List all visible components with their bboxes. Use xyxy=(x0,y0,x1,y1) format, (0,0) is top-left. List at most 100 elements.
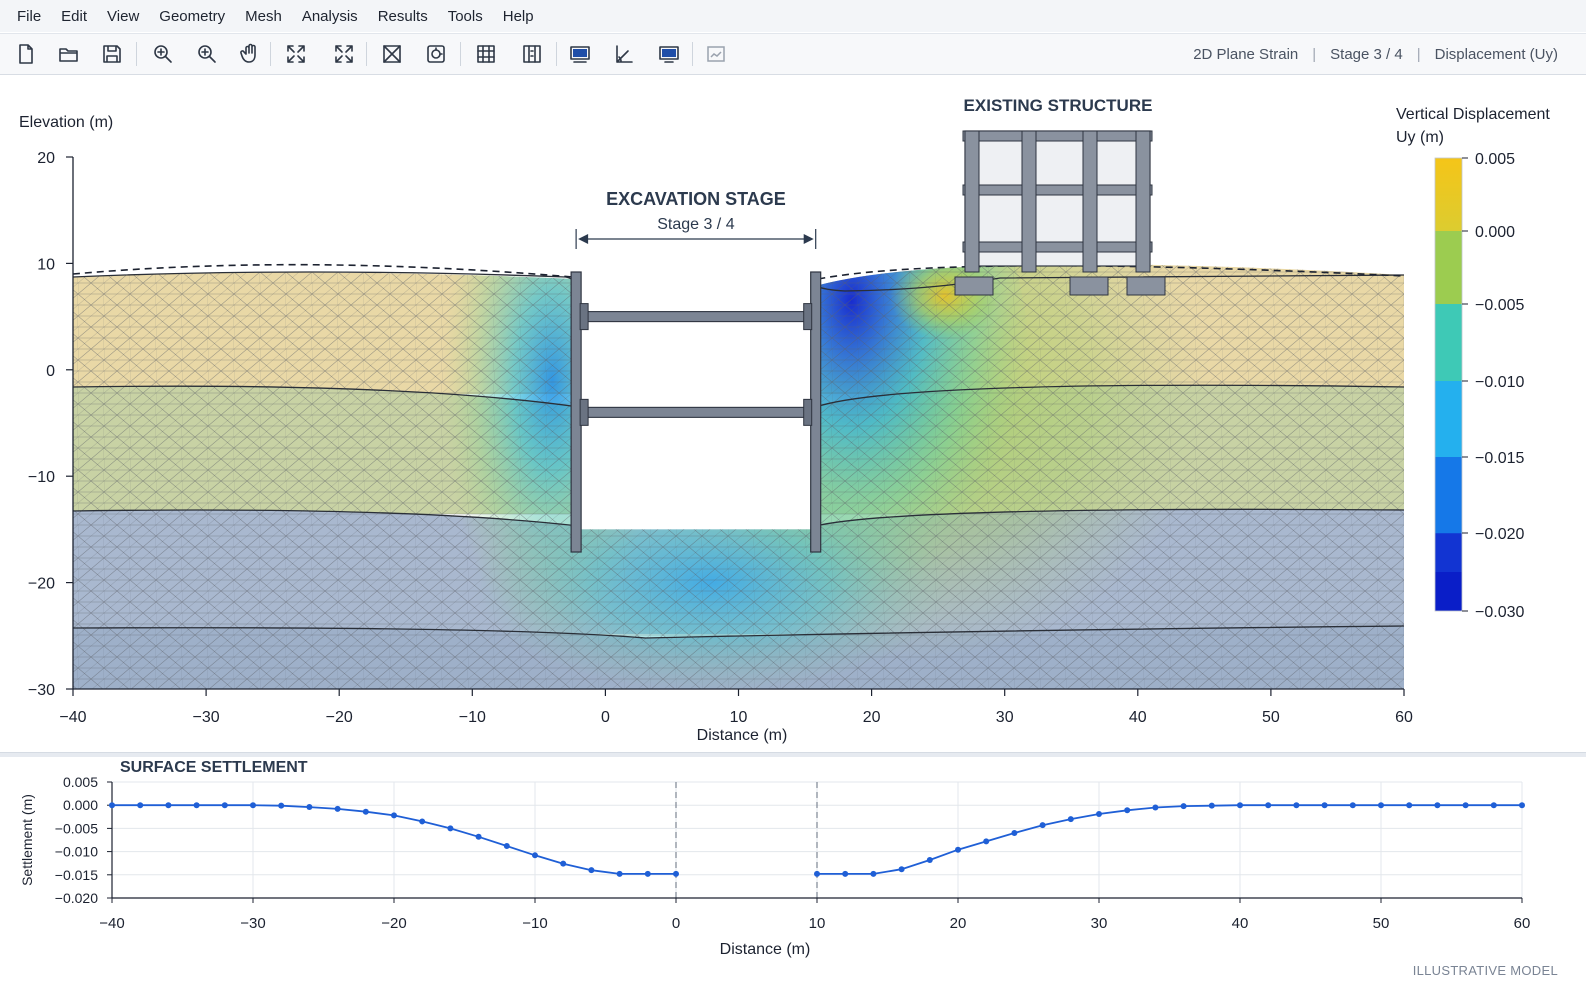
layer-boundary xyxy=(815,508,1405,527)
fit-view-icon[interactable] xyxy=(282,41,310,67)
layer-boundary xyxy=(72,509,579,527)
x-tick-label: −40 xyxy=(59,709,86,726)
zoom-in-icon[interactable] xyxy=(193,41,221,67)
x-tick-label: 10 xyxy=(730,709,748,726)
settlement-point xyxy=(616,870,623,877)
settlement-point xyxy=(221,802,228,809)
grid-view-icon[interactable] xyxy=(472,41,500,67)
x-tick-label: 60 xyxy=(1395,709,1413,726)
monitor-icon[interactable] xyxy=(566,41,594,67)
settlement-x-tick-label: −40 xyxy=(99,915,124,932)
toolbar-separator xyxy=(692,42,693,66)
settlement-x-tick-label: 10 xyxy=(809,915,826,932)
settlement-x-tick-label: 40 xyxy=(1232,915,1249,932)
settlement-point xyxy=(1237,802,1243,809)
status-readout: 2D Plane Strain | Stage 3 / 4 | Displace… xyxy=(1193,34,1558,74)
settlement-point xyxy=(842,870,849,877)
structure-beam xyxy=(962,130,1153,142)
settlement-x-tick-label: 30 xyxy=(1091,915,1108,932)
settlement-point xyxy=(1124,807,1131,814)
toolbar-separator xyxy=(366,42,367,66)
menu-edit[interactable]: Edit xyxy=(61,7,88,25)
settlement-x-tick-label: 20 xyxy=(950,915,967,932)
colorbar-band xyxy=(1435,231,1462,304)
settlement-point xyxy=(334,805,341,812)
x-tick-label: 30 xyxy=(996,709,1014,726)
menu-analysis[interactable]: Analysis xyxy=(301,7,358,25)
refine-mesh-icon[interactable] xyxy=(422,41,450,67)
settlement-point xyxy=(1519,802,1525,809)
settlement-y-tick-label: −0.020 xyxy=(55,890,98,906)
result-type-label[interactable]: Displacement (Uy) xyxy=(1434,45,1558,63)
fe-mesh xyxy=(73,264,1404,689)
settlement-point xyxy=(1208,802,1215,809)
model-view[interactable]: EXCAVATION STAGE Stage 3 / 4 EXISTING STRU… xyxy=(0,74,1586,750)
settlement-y-tick-label: 0.000 xyxy=(63,797,98,813)
settlement-point xyxy=(137,802,144,809)
settlement-y-tick-label: −0.015 xyxy=(55,867,98,883)
y-tick-label: 0 xyxy=(46,363,55,380)
mesh-cross-icon[interactable] xyxy=(378,41,406,67)
y-tick-label: −20 xyxy=(28,576,55,593)
menu-geometry[interactable]: Geometry xyxy=(159,7,226,25)
structure-column xyxy=(1082,130,1098,273)
settlement-point xyxy=(109,802,115,809)
settlement-point xyxy=(1039,822,1046,829)
colorbar-band xyxy=(1435,572,1462,611)
screen-icon[interactable] xyxy=(655,41,683,67)
structure-footing xyxy=(1069,276,1109,296)
colorbar-band xyxy=(1435,158,1462,231)
zoom-region-icon[interactable] xyxy=(149,41,177,67)
menu-mesh[interactable]: Mesh xyxy=(245,7,282,25)
colorbar-label: −0.015 xyxy=(1475,450,1524,467)
report-icon[interactable] xyxy=(702,41,730,67)
colorbar-band xyxy=(1435,304,1462,381)
settlement-x-tick-label: 0 xyxy=(672,915,680,932)
settlement-x-tick-label: −10 xyxy=(522,915,547,932)
angle-tool-icon[interactable] xyxy=(610,41,638,67)
toolbar: 2D Plane Strain | Stage 3 / 4 | Displace… xyxy=(0,33,1586,75)
waler-right xyxy=(803,303,813,331)
panel-divider[interactable] xyxy=(0,752,1586,757)
excavation-title: EXCAVATION STAGE xyxy=(606,189,786,209)
pan-hand-icon[interactable] xyxy=(236,41,264,67)
zoom-extents-icon[interactable] xyxy=(330,41,358,67)
settlement-point xyxy=(419,818,426,825)
status-separator: | xyxy=(1416,45,1421,63)
stage-label: Stage 3 / 4 xyxy=(1330,45,1403,63)
strut-1 xyxy=(580,311,812,323)
settlement-point xyxy=(926,856,933,863)
x-tick-label: 0 xyxy=(601,709,610,726)
status-separator: | xyxy=(1312,45,1317,63)
settlement-point xyxy=(560,860,567,867)
menu-tools[interactable]: Tools xyxy=(447,7,483,25)
menu-file[interactable]: File xyxy=(17,7,42,25)
menu-view[interactable]: View xyxy=(107,7,140,25)
y-tick-label: 10 xyxy=(37,256,55,273)
settlement-y-tick-label: −0.005 xyxy=(55,820,98,836)
settlement-point xyxy=(391,812,397,819)
model-canvas[interactable]: EXCAVATION STAGE Stage 3 / 4 EXISTING STRU… xyxy=(0,74,1586,750)
settlement-x-tick-label: 60 xyxy=(1514,915,1531,932)
layer-boundary xyxy=(72,625,1405,639)
new-file-icon[interactable] xyxy=(12,41,40,67)
column-view-icon[interactable] xyxy=(518,41,546,67)
settlement-y-title: Settlement (m) xyxy=(19,794,35,886)
toolbar-separator xyxy=(136,42,137,66)
open-folder-icon[interactable] xyxy=(55,41,83,67)
save-icon[interactable] xyxy=(98,41,126,67)
settlement-point xyxy=(870,870,877,877)
menu-bar: File Edit View Geometry Mesh Analysis Results T… xyxy=(0,0,1586,32)
settlement-y-tick-label: 0.005 xyxy=(63,774,98,790)
layer-boundary xyxy=(815,384,1405,408)
settlement-point xyxy=(362,808,369,815)
structure-beam xyxy=(962,184,1153,196)
settlement-point xyxy=(955,846,961,853)
menu-help[interactable]: Help xyxy=(502,7,534,25)
settlement-point xyxy=(1406,802,1413,809)
settlement-point xyxy=(673,870,679,877)
x-axis-title: Distance (m) xyxy=(697,727,788,744)
waler-right xyxy=(803,398,813,426)
menu-results[interactable]: Results xyxy=(377,7,428,25)
settlement-point xyxy=(475,833,482,840)
